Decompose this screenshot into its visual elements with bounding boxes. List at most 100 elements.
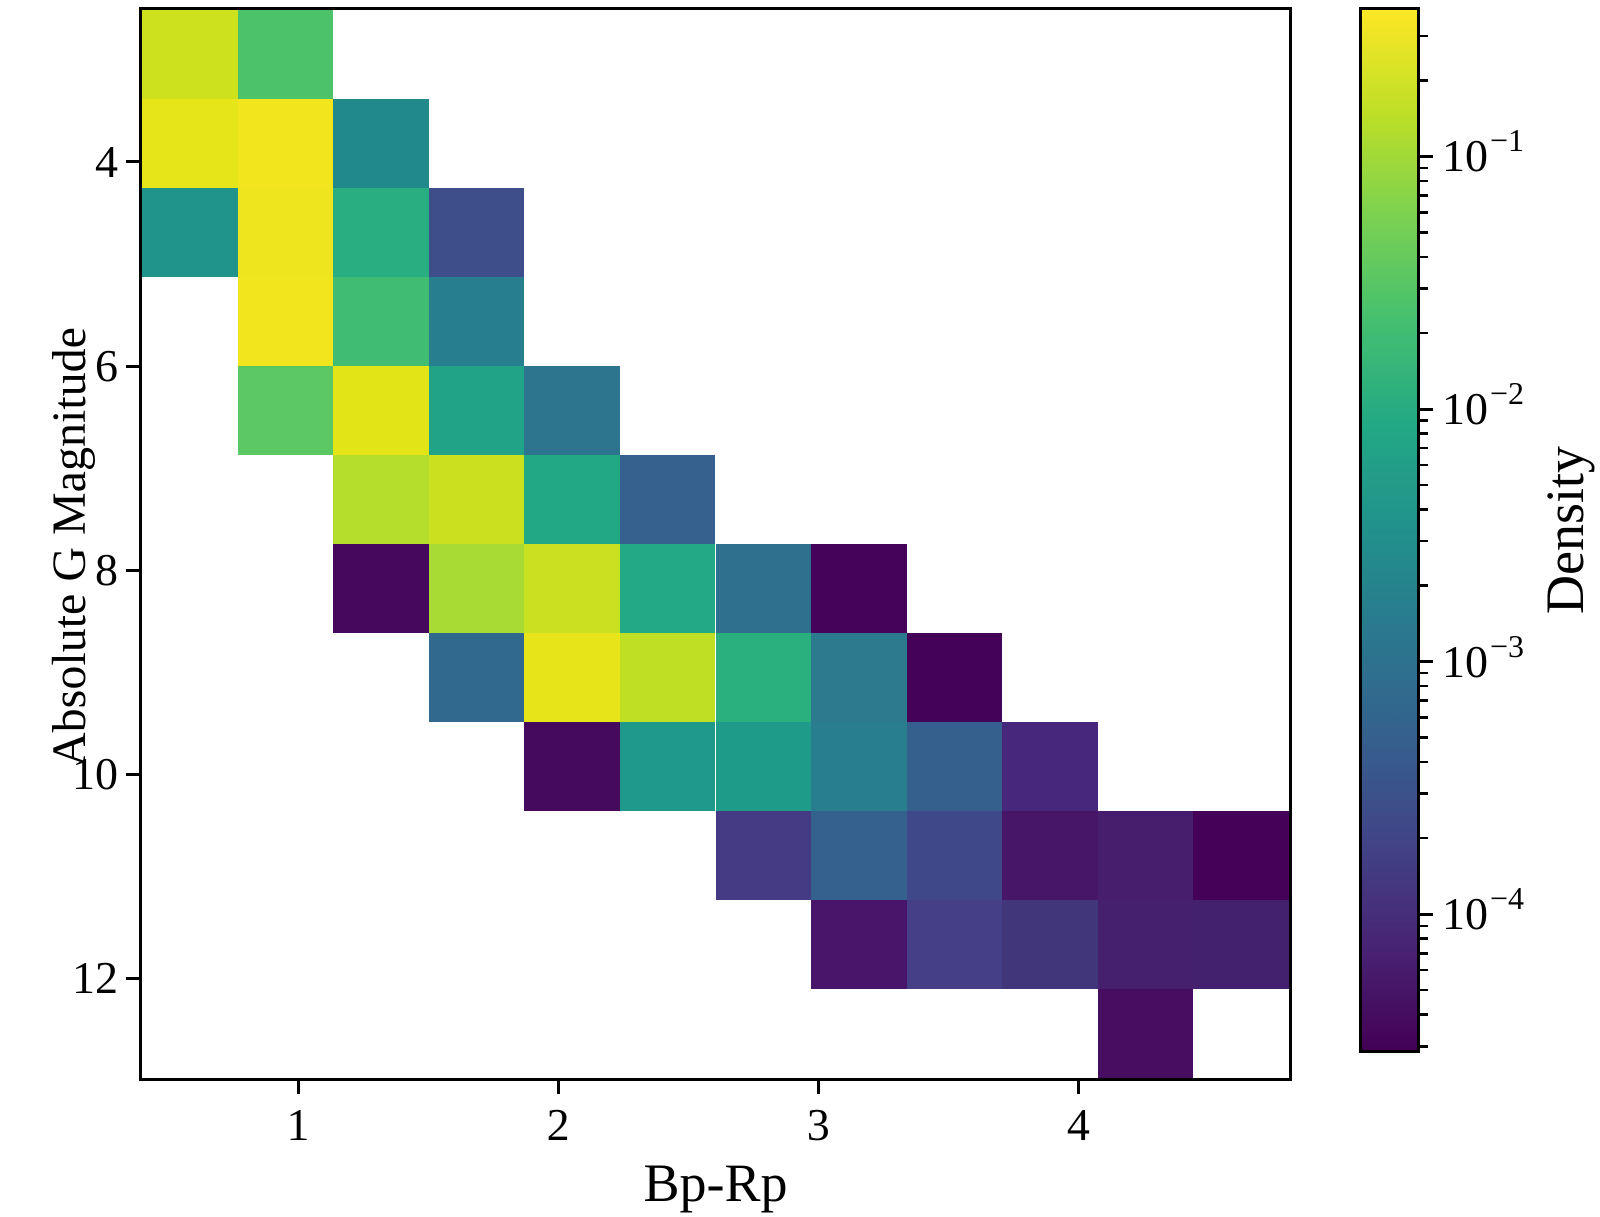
y-tick-label: 8	[95, 544, 118, 595]
colorbar-tick-exponent: −1	[1490, 122, 1525, 159]
x-tick-mark	[1076, 1081, 1080, 1094]
heatmap-cell	[524, 722, 620, 811]
y-tick-label: 4	[95, 135, 118, 187]
y-axis-label: Absolute G Magnitude	[43, 327, 96, 767]
colorbar-tick-base: 10	[1442, 383, 1488, 435]
colorbar-tick-base: 10	[1442, 888, 1488, 940]
heatmap-cell	[1097, 811, 1194, 900]
heatmap-cell	[524, 544, 620, 633]
y-tick-mark	[126, 160, 139, 164]
heatmap-cell	[1002, 811, 1098, 900]
colorbar-minor-tick-mark	[1420, 836, 1428, 840]
colorbar-minor-tick-mark	[1420, 211, 1428, 214]
heatmap-cell	[237, 366, 334, 455]
heatmap-cell	[524, 366, 620, 455]
heatmap-cell	[811, 722, 907, 811]
colorbar-minor-tick-mark	[1420, 166, 1428, 170]
heatmap-cell	[811, 633, 907, 722]
colorbar-minor-tick-mark	[1420, 255, 1428, 259]
heatmap-cell	[428, 277, 525, 366]
colorbar-minor-tick-mark	[1420, 539, 1428, 543]
x-tick-mark	[296, 1081, 300, 1094]
heatmap-cell	[1002, 900, 1098, 989]
colorbar-minor-tick-mark	[1420, 792, 1428, 795]
heatmap-cell	[237, 277, 334, 366]
colorbar-minor-tick-mark	[1420, 483, 1428, 487]
x-tick-label: 4	[1066, 1099, 1090, 1150]
heatmap-cell	[906, 900, 1003, 989]
heatmap-cell	[333, 366, 429, 455]
colorbar-minor-tick-mark	[1420, 231, 1428, 234]
y-tick-label: 6	[95, 340, 118, 391]
heatmap-cell	[333, 455, 429, 544]
colorbar-minor-tick-mark	[1420, 968, 1428, 972]
colorbar-tick-label: 10−4	[1442, 882, 1524, 940]
colorbar-minor-tick-mark	[1420, 671, 1428, 675]
x-axis-label: Bp-Rp	[643, 1153, 788, 1213]
colorbar-minor-tick-mark	[1420, 736, 1428, 739]
x-tick-mark	[556, 1081, 560, 1094]
plot-area	[142, 10, 1289, 1078]
colorbar-minor-tick-mark	[1420, 760, 1428, 764]
heatmap-cell	[333, 544, 429, 633]
colorbar-minor-tick-mark	[1420, 684, 1428, 688]
heatmap-cell	[715, 811, 812, 900]
x-tick-label: 1	[286, 1099, 310, 1150]
colorbar-minor-tick-mark	[1420, 952, 1428, 955]
colorbar-tick-label: 10−3	[1442, 629, 1524, 687]
heatmap-cell	[906, 633, 1003, 722]
heatmap-cell	[811, 544, 907, 633]
heatmap-cell	[811, 900, 907, 989]
heatmap-cell	[428, 633, 525, 722]
colorbar-label: Density	[1535, 446, 1595, 614]
colorbar-minor-tick-mark	[1420, 716, 1428, 719]
colorbar-minor-tick-mark	[1420, 1013, 1428, 1016]
colorbar-minor-tick-mark	[1420, 331, 1428, 335]
x-tick-label: 2	[546, 1099, 570, 1150]
heatmap-cell	[524, 455, 620, 544]
heatmap-cell	[428, 188, 525, 277]
heatmap-cell	[715, 633, 812, 722]
heatmap-cell	[237, 99, 334, 188]
heatmap-cell	[619, 544, 716, 633]
colorbar-minor-tick-mark	[1420, 446, 1428, 450]
heatmap-cell	[142, 99, 238, 188]
colorbar-minor-tick-mark	[1420, 179, 1428, 183]
heatmap-cell	[906, 811, 1003, 900]
heatmap-cell	[619, 722, 716, 811]
colorbar-minor-tick-mark	[1420, 419, 1428, 422]
heatmap-cell	[524, 633, 620, 722]
colorbar-minor-tick-mark	[1420, 508, 1428, 511]
colorbar-minor-tick-mark	[1420, 79, 1428, 82]
heatmap-cell	[811, 811, 907, 900]
heatmap-cell	[1097, 989, 1194, 1078]
heatmap-cell	[333, 188, 429, 277]
heatmap-cell	[333, 277, 429, 366]
colorbar-minor-tick-mark	[1420, 988, 1428, 992]
heatmap-cell	[1193, 900, 1289, 989]
heatmap-cell	[428, 455, 525, 544]
y-tick-label: 12	[72, 952, 118, 1004]
heatmap-cell	[619, 633, 716, 722]
colorbar-major-tick-mark	[1420, 154, 1433, 158]
colorbar-minor-tick-mark	[1420, 194, 1428, 197]
colorbar-minor-tick-mark	[1420, 699, 1428, 702]
heatmap-cell	[428, 366, 525, 455]
colorbar-tick-exponent: −3	[1490, 627, 1525, 664]
colorbar-minor-tick-mark	[1420, 1045, 1428, 1048]
colorbar	[1362, 10, 1417, 1050]
colorbar-minor-tick-mark	[1420, 924, 1428, 928]
y-tick-label: 10	[72, 748, 118, 800]
heatmap-cell	[715, 722, 812, 811]
colorbar-minor-tick-mark	[1420, 432, 1428, 435]
heatmap-cell	[1002, 722, 1098, 811]
heatmap-cell	[1193, 811, 1289, 900]
colorbar-major-tick-mark	[1420, 912, 1433, 916]
heatmap-cell	[237, 10, 334, 99]
colorbar-tick-base: 10	[1442, 130, 1488, 182]
colorbar-tick-base: 10	[1442, 635, 1488, 687]
y-tick-mark	[126, 364, 139, 368]
y-tick-mark	[126, 976, 139, 980]
colorbar-tick-label: 10−2	[1442, 377, 1524, 435]
colorbar-major-tick-mark	[1420, 660, 1433, 664]
